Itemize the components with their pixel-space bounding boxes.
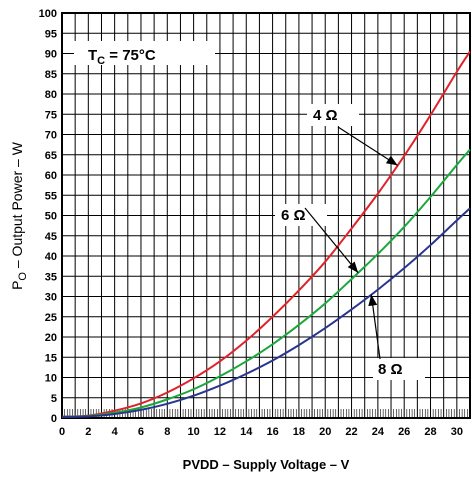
y-tick-label: 70 [45, 130, 57, 142]
plot-frame [61, 12, 471, 419]
y-tick-label: 95 [45, 28, 57, 40]
y-tick-label: 75 [45, 109, 57, 121]
y-tick-label: 10 [45, 373, 57, 385]
x-tick-label: 22 [345, 426, 357, 438]
x-tick-label: 10 [187, 426, 199, 438]
x-tick-label: 8 [164, 426, 170, 438]
annotation-arrowhead [385, 155, 398, 166]
x-tick-label: 26 [398, 426, 410, 438]
x-tick-label: 30 [451, 426, 463, 438]
y-tick-label: 80 [45, 89, 57, 101]
series-layer [61, 50, 471, 418]
y-tick-labels: 0 5 10 15 20 25 30 35 40 45 50 55 60 65 70 75 80 85 90 95 10… [39, 8, 57, 425]
x-tick-label: 0 [59, 426, 65, 438]
title-box [74, 41, 215, 65]
x-tick-label: 12 [214, 426, 226, 438]
y-tick-label: 40 [45, 251, 57, 263]
x-axis-title: PVDD – Supply Voltage – V [183, 457, 350, 472]
y-tick-label: 50 [45, 211, 57, 223]
y-tick-label: 35 [45, 271, 57, 283]
annotation-layer: 4 Ω 6 Ω 8 Ω [275, 104, 425, 380]
x-tick-labels: 0 2 4 6 8 10 12 14 16 18 20 22 24 26 28 30 [59, 426, 463, 438]
annotation-box [307, 104, 359, 126]
x-tick-label: 6 [138, 426, 144, 438]
annotation-box [373, 358, 425, 380]
annotation-arrowhead [368, 294, 378, 307]
x-tick-label: 4 [112, 426, 119, 438]
annotation-label-2: 6 Ω [281, 207, 306, 224]
y-tick-label: 25 [45, 312, 57, 324]
y-tick-label: 65 [45, 150, 57, 162]
x-tick-label: 28 [424, 426, 436, 438]
y-tick-label: 30 [45, 292, 57, 304]
grid-lines [62, 13, 470, 418]
y-tick-label: 100 [39, 8, 57, 20]
y-tick-label: 45 [45, 231, 57, 243]
annotation-arrowhead [347, 261, 359, 273]
annotation-arrow-line [304, 207, 359, 274]
y-tick-label: 90 [45, 49, 57, 61]
chart-title: TC = 75°C [88, 47, 156, 67]
y-tick-label: 60 [45, 170, 57, 182]
x-tick-label: 18 [293, 426, 305, 438]
series-line-2 [61, 148, 471, 418]
annotation-arrow-line [337, 126, 398, 166]
y-tick-label: 0 [51, 413, 57, 425]
annotation-box [275, 204, 327, 226]
y-tick-label: 15 [45, 352, 57, 364]
series-line-1 [61, 50, 471, 418]
x-tick-label: 20 [319, 426, 331, 438]
series-line-3 [61, 207, 471, 418]
y-tick-label: 85 [45, 69, 57, 81]
annotation-label-3: 8 Ω [378, 361, 403, 378]
x-tick-label: 2 [85, 426, 91, 438]
x-tick-label: 14 [240, 426, 253, 438]
annotation-label-1: 4 Ω [313, 107, 338, 124]
x-tick-label: 16 [266, 426, 278, 438]
y-tick-label: 20 [45, 332, 57, 344]
y-axis-title: PO – Output Power – W [9, 141, 29, 290]
y-tick-label: 5 [51, 393, 57, 405]
y-tick-label: 55 [45, 190, 57, 202]
x-tick-label: 24 [372, 426, 385, 438]
